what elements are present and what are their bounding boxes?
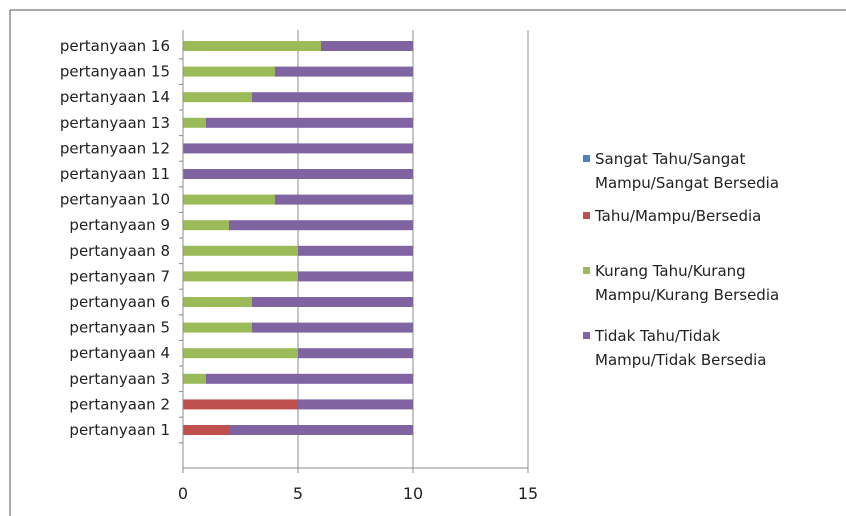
bar-segment-8-s3 <box>183 245 298 256</box>
bar-segment-6-s4 <box>252 297 413 307</box>
y-axis: pertanyaan 1 pertanyaan 2 pertanyaan 3 pert… <box>60 30 184 468</box>
category-label: pertanyaan 11 <box>60 165 170 183</box>
bar-segment-9-s4 <box>229 220 413 231</box>
bar-segment-7-s4 <box>298 271 413 282</box>
bar-segment-2-s4 <box>298 399 413 410</box>
category-label: pertanyaan 4 <box>69 344 170 362</box>
legend-label-1: Sangat Tahu/Sangat <box>595 150 745 168</box>
category-label: pertanyaan 7 <box>69 267 170 285</box>
category-label: pertanyaan 9 <box>69 216 170 234</box>
bar-segment-15-s3 <box>183 66 275 77</box>
x-axis: 0 5 10 15 <box>178 467 538 503</box>
category-label: pertanyaan 2 <box>69 395 170 413</box>
bar-segment-2-s2 <box>183 399 298 410</box>
bar-segment-11-s4 <box>183 169 413 179</box>
bar-segment-14-s4 <box>252 92 413 103</box>
legend-label-3: Kurang Tahu/Kurang <box>595 262 746 280</box>
bar-segment-16-s3 <box>183 41 321 51</box>
category-label: pertanyaan 3 <box>69 370 170 388</box>
category-label: pertanyaan 6 <box>69 293 170 311</box>
legend-swatch-4 <box>583 332 590 339</box>
x-tick-label: 0 <box>178 484 188 503</box>
bar-segment-5-s3 <box>183 322 252 333</box>
legend: Sangat Tahu/Sangat Mampu/Sangat Bersedia T… <box>583 150 779 369</box>
bar-segment-4-s3 <box>183 348 298 359</box>
bar-segment-9-s3 <box>183 220 229 231</box>
bars <box>183 41 413 435</box>
bar-segment-3-s4 <box>206 373 413 384</box>
category-label: pertanyaan 5 <box>69 319 170 337</box>
bar-segment-13-s3 <box>183 117 206 128</box>
category-label: pertanyaan 12 <box>60 139 170 157</box>
legend-label-4: Mampu/Tidak Bersedia <box>595 351 766 369</box>
category-label: pertanyaan 16 <box>60 37 170 55</box>
bar-segment-3-s3 <box>183 373 206 384</box>
bar-segment-10-s4 <box>275 194 413 205</box>
bar-segment-14-s3 <box>183 92 252 103</box>
category-label: pertanyaan 15 <box>60 63 170 81</box>
bar-segment-8-s4 <box>298 245 413 256</box>
legend-swatch-3 <box>583 267 590 274</box>
category-label: pertanyaan 8 <box>69 242 170 260</box>
bar-segment-10-s3 <box>183 194 275 205</box>
chart-border <box>9 9 846 516</box>
category-label: pertanyaan 1 <box>69 421 170 439</box>
legend-label-2: Tahu/Mampu/Bersedia <box>594 207 761 225</box>
bar-segment-4-s4 <box>298 348 413 359</box>
x-tick-label: 15 <box>518 484 538 503</box>
bar-segment-13-s4 <box>206 117 413 128</box>
legend-label-1: Mampu/Sangat Bersedia <box>595 174 779 192</box>
bar-segment-5-s4 <box>252 322 413 333</box>
x-tick-label: 10 <box>403 484 423 503</box>
bar-segment-1-s2 <box>183 425 229 435</box>
legend-swatch-2 <box>583 212 590 219</box>
bar-segment-1-s4 <box>229 425 413 435</box>
legend-swatch-1 <box>583 155 590 162</box>
bar-segment-16-s4 <box>321 41 413 51</box>
x-tick-label: 5 <box>293 484 303 503</box>
bar-segment-6-s3 <box>183 297 252 307</box>
bar-segment-15-s4 <box>275 66 413 77</box>
legend-label-4: Tidak Tahu/Tidak <box>594 327 721 345</box>
bar-segment-12-s4 <box>183 143 413 154</box>
legend-label-3: Mampu/Kurang Bersedia <box>595 286 779 304</box>
bar-segment-7-s3 <box>183 271 298 282</box>
category-label: pertanyaan 14 <box>60 88 170 106</box>
category-label: pertanyaan 10 <box>60 191 170 209</box>
category-label: pertanyaan 13 <box>60 114 170 132</box>
